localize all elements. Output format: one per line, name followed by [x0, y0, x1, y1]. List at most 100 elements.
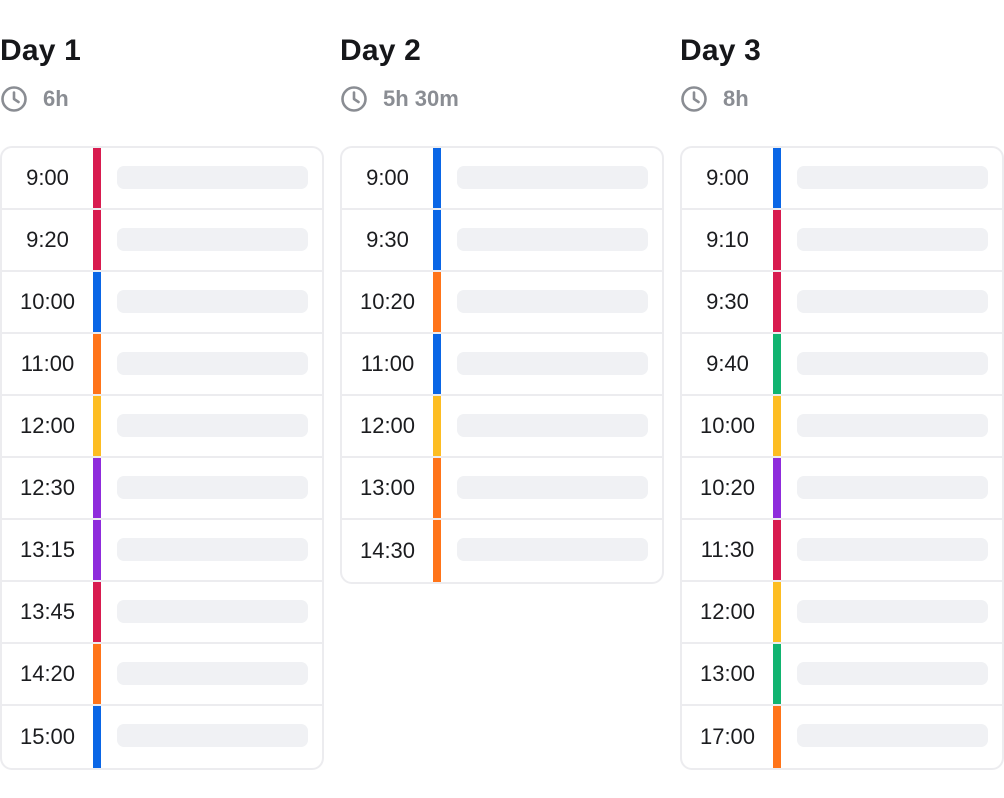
slot-color-bar — [433, 520, 441, 582]
slot-time: 12:30 — [19, 475, 76, 500]
slot-time: 13:00 — [699, 661, 756, 686]
slot-time: 14:20 — [19, 661, 76, 686]
schedule-slot[interactable]: 11:00 — [2, 334, 322, 396]
slot-content-placeholder — [117, 290, 308, 313]
slot-content-placeholder — [117, 414, 308, 437]
slot-color-bar — [433, 148, 441, 208]
slot-content-placeholder — [797, 724, 988, 747]
schedule-card: 9:00 9:10 9:30 9:40 10:00 10:20 11:30 12:00 13:0… — [680, 146, 1004, 770]
slot-content-placeholder — [117, 538, 308, 561]
slot-time: 14:30 — [359, 538, 416, 563]
slot-time: 9:30 — [366, 227, 409, 252]
day-title: Day 3 — [680, 34, 762, 67]
slot-time: 9:00 — [26, 165, 69, 190]
slot-time: 10:20 — [699, 475, 756, 500]
slot-content-placeholder — [797, 166, 988, 189]
slot-time: 9:00 — [706, 165, 749, 190]
schedule-slot[interactable]: 10:00 — [2, 272, 322, 334]
day-duration: 6h — [0, 84, 69, 114]
slot-content-placeholder — [457, 166, 648, 189]
slot-time: 17:00 — [699, 724, 756, 749]
schedule-slot[interactable]: 14:30 — [342, 520, 662, 582]
slot-color-bar — [93, 272, 101, 332]
schedule-slot[interactable]: 10:20 — [342, 272, 662, 334]
schedule-slot[interactable]: 11:30 — [682, 520, 1002, 582]
slot-time: 9:00 — [366, 165, 409, 190]
clock-icon — [680, 85, 708, 113]
schedule-slot[interactable]: 13:15 — [2, 520, 322, 582]
schedule-slot[interactable]: 12:30 — [2, 458, 322, 520]
day-duration: 8h — [680, 84, 749, 114]
slot-color-bar — [773, 148, 781, 208]
schedule-slot[interactable]: 14:20 — [2, 644, 322, 706]
slot-time: 9:10 — [706, 227, 749, 252]
schedule-slot[interactable]: 12:00 — [2, 396, 322, 458]
schedule-slot[interactable]: 9:40 — [682, 334, 1002, 396]
slot-time: 9:40 — [706, 351, 749, 376]
slot-content-placeholder — [797, 538, 988, 561]
schedule-slot[interactable]: 9:30 — [682, 272, 1002, 334]
slot-color-bar — [433, 334, 441, 394]
schedule-slot[interactable]: 10:20 — [682, 458, 1002, 520]
slot-color-bar — [773, 520, 781, 580]
schedule-slot[interactable]: 9:30 — [342, 210, 662, 272]
schedule-slot[interactable]: 12:00 — [342, 396, 662, 458]
schedule-slot[interactable]: 13:45 — [2, 582, 322, 644]
slot-time: 11:30 — [700, 537, 755, 562]
slot-time: 13:15 — [19, 537, 76, 562]
slot-content-placeholder — [117, 352, 308, 375]
slot-color-bar — [93, 334, 101, 394]
slot-content-placeholder — [457, 228, 648, 251]
slot-content-placeholder — [457, 290, 648, 313]
slot-time: 13:45 — [19, 599, 76, 624]
clock-icon — [0, 85, 28, 113]
schedule-slot[interactable]: 11:00 — [342, 334, 662, 396]
slot-color-bar — [93, 458, 101, 518]
schedule-slot[interactable]: 15:00 — [2, 706, 322, 768]
slot-time: 12:00 — [359, 413, 416, 438]
slot-color-bar — [93, 396, 101, 456]
slot-color-bar — [773, 210, 781, 270]
slot-color-bar — [93, 582, 101, 642]
slot-content-placeholder — [457, 476, 648, 499]
slot-content-placeholder — [457, 414, 648, 437]
schedule-slot[interactable]: 12:00 — [682, 582, 1002, 644]
slot-color-bar — [93, 706, 101, 768]
slot-color-bar — [773, 396, 781, 456]
schedule-slot[interactable]: 9:20 — [2, 210, 322, 272]
schedule-slot[interactable]: 9:00 — [342, 148, 662, 210]
slot-content-placeholder — [457, 538, 648, 561]
slot-content-placeholder — [117, 166, 308, 189]
slot-color-bar — [433, 458, 441, 518]
day-duration: 5h 30m — [340, 84, 459, 114]
slot-color-bar — [773, 272, 781, 332]
slot-content-placeholder — [797, 662, 988, 685]
slot-content-placeholder — [797, 290, 988, 313]
schedule-slot[interactable]: 17:00 — [682, 706, 1002, 768]
slot-content-placeholder — [117, 476, 308, 499]
slot-color-bar — [93, 520, 101, 580]
schedule-slot[interactable]: 10:00 — [682, 396, 1002, 458]
slot-time: 15:00 — [19, 724, 76, 749]
schedule-slot[interactable]: 9:00 — [2, 148, 322, 210]
schedule-slot[interactable]: 9:10 — [682, 210, 1002, 272]
clock-icon — [340, 85, 368, 113]
schedule-slot[interactable]: 13:00 — [342, 458, 662, 520]
slot-color-bar — [773, 706, 781, 768]
slot-time: 9:20 — [26, 227, 69, 252]
slot-content-placeholder — [797, 414, 988, 437]
slot-color-bar — [93, 210, 101, 270]
slot-time: 11:00 — [360, 351, 415, 376]
duration-label: 6h — [43, 86, 69, 111]
duration-label: 5h 30m — [383, 86, 459, 111]
slot-color-bar — [93, 148, 101, 208]
schedule-slot[interactable]: 13:00 — [682, 644, 1002, 706]
slot-color-bar — [433, 272, 441, 332]
slot-color-bar — [433, 396, 441, 456]
slot-color-bar — [93, 644, 101, 704]
slot-color-bar — [433, 210, 441, 270]
day-title: Day 2 — [340, 34, 422, 67]
slot-content-placeholder — [797, 600, 988, 623]
schedule-slot[interactable]: 9:00 — [682, 148, 1002, 210]
schedule-card: 9:00 9:20 10:00 11:00 12:00 12:30 13:15 13:45 14… — [0, 146, 324, 770]
